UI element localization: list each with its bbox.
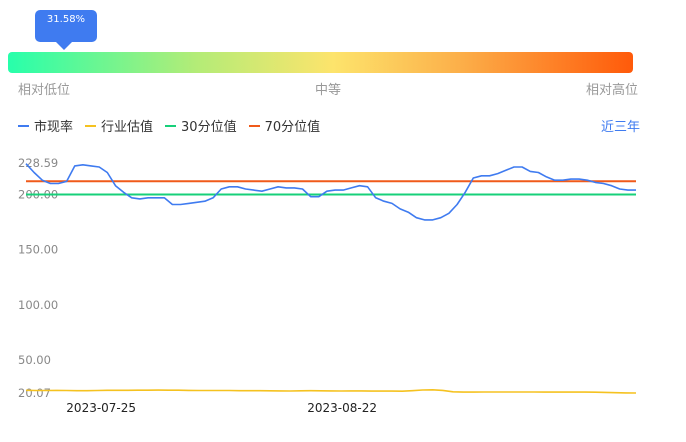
percentile-label: 31.58% bbox=[46, 14, 86, 25]
legend-swatch bbox=[18, 124, 29, 127]
series-lines bbox=[25, 163, 637, 394]
pcf-series-line bbox=[25, 163, 636, 221]
range-button-3y[interactable]: 近三年 bbox=[600, 120, 640, 135]
legend-item-p70[interactable]: 70分位值 bbox=[248, 116, 321, 135]
chart-legend: 市现率 行业估值 30分位值 70分位值 bbox=[18, 116, 320, 135]
legend-label: 行业估值 bbox=[101, 120, 154, 135]
legend-swatch bbox=[165, 124, 177, 127]
legend-swatch bbox=[248, 124, 260, 127]
percentile-tooltip: 31.58% bbox=[35, 10, 97, 50]
x-tick-label: 2023-08-22 bbox=[307, 401, 377, 415]
legend-item-p30[interactable]: 30分位值 bbox=[165, 116, 237, 135]
valuation-gradient-bar bbox=[8, 52, 633, 73]
level-high-label: 相对高位 bbox=[585, 83, 638, 98]
y-tick-label: 228.59 bbox=[18, 156, 58, 170]
level-mid-label: 中等 bbox=[315, 83, 342, 98]
x-axis: 2023-07-25 2023-08-22 bbox=[66, 401, 377, 415]
x-tick-label: 2023-07-25 bbox=[66, 401, 136, 415]
industry-series-line bbox=[25, 389, 637, 394]
y-tick-label: 100.00 bbox=[18, 298, 58, 312]
legend-item-pcf[interactable]: 市现率 bbox=[18, 116, 73, 135]
legend-label: 市现率 bbox=[34, 120, 74, 135]
legend-label: 30分位值 bbox=[181, 120, 237, 135]
legend-label: 70分位值 bbox=[264, 120, 321, 135]
level-low-label: 相对低位 bbox=[18, 83, 71, 98]
legend-item-industry[interactable]: 行业估值 bbox=[85, 116, 153, 135]
y-tick-label: 150.00 bbox=[18, 243, 58, 257]
y-tick-label: 50.00 bbox=[18, 353, 51, 367]
y-tick-label: 20.07 bbox=[18, 386, 51, 400]
legend-swatch bbox=[85, 124, 97, 127]
